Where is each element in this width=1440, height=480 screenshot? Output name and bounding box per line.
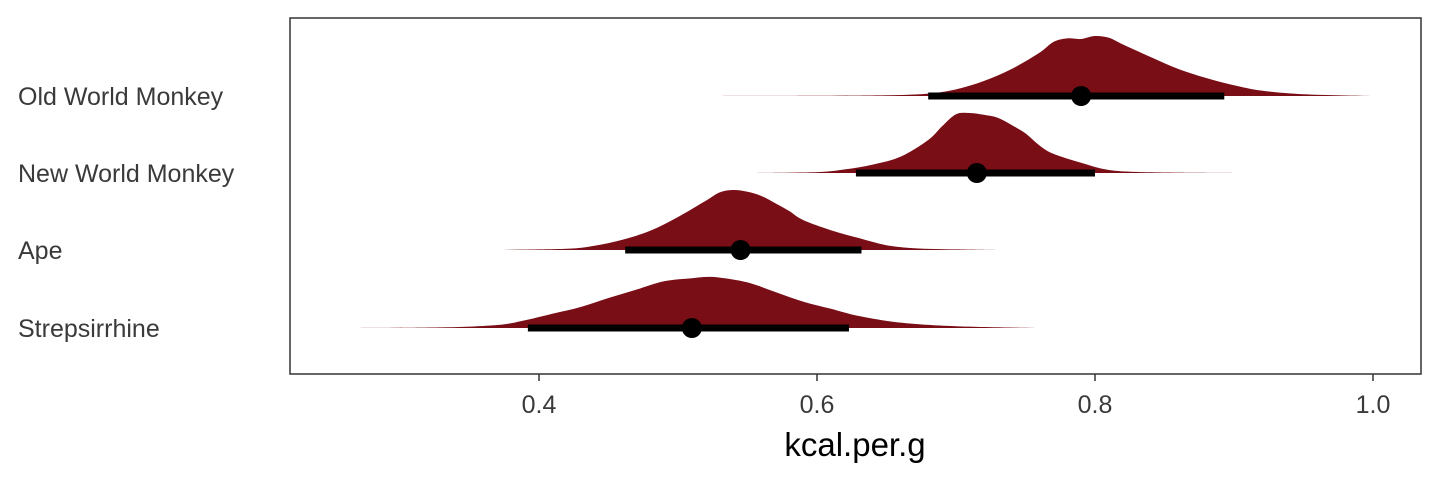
- panel-border: [289, 17, 1422, 375]
- density-new-world-monkey: [754, 112, 1234, 173]
- point-layer: [681, 86, 1092, 338]
- x-axis-title: kcal.per.g: [784, 426, 925, 463]
- density-layer: [344, 35, 1373, 328]
- point-new-world-monkey: [966, 163, 987, 183]
- point-old-world-monkey: [1071, 86, 1092, 106]
- x-tick-label: 0.6: [800, 391, 835, 419]
- density-old-world-monkey: [712, 35, 1373, 96]
- point-ape: [730, 240, 751, 260]
- category-label-strepsirrhine: Strepsirrhine: [18, 315, 160, 343]
- x-axis: 0.4 0.6 0.8 1.0: [522, 374, 1391, 419]
- x-tick-label: 1.0: [1356, 391, 1391, 419]
- x-tick-label: 0.4: [522, 391, 557, 419]
- density-ape: [497, 189, 998, 250]
- y-axis: Old World Monkey New World Monkey Ape Strep…: [18, 83, 235, 343]
- point-strepsirrhine: [681, 318, 702, 338]
- category-label-old-world-monkey: Old World Monkey: [18, 83, 224, 111]
- x-tick-label: 0.8: [1078, 391, 1113, 419]
- category-label-new-world-monkey: New World Monkey: [18, 160, 235, 188]
- density-strepsirrhine: [344, 276, 1040, 328]
- category-label-ape: Ape: [18, 237, 62, 265]
